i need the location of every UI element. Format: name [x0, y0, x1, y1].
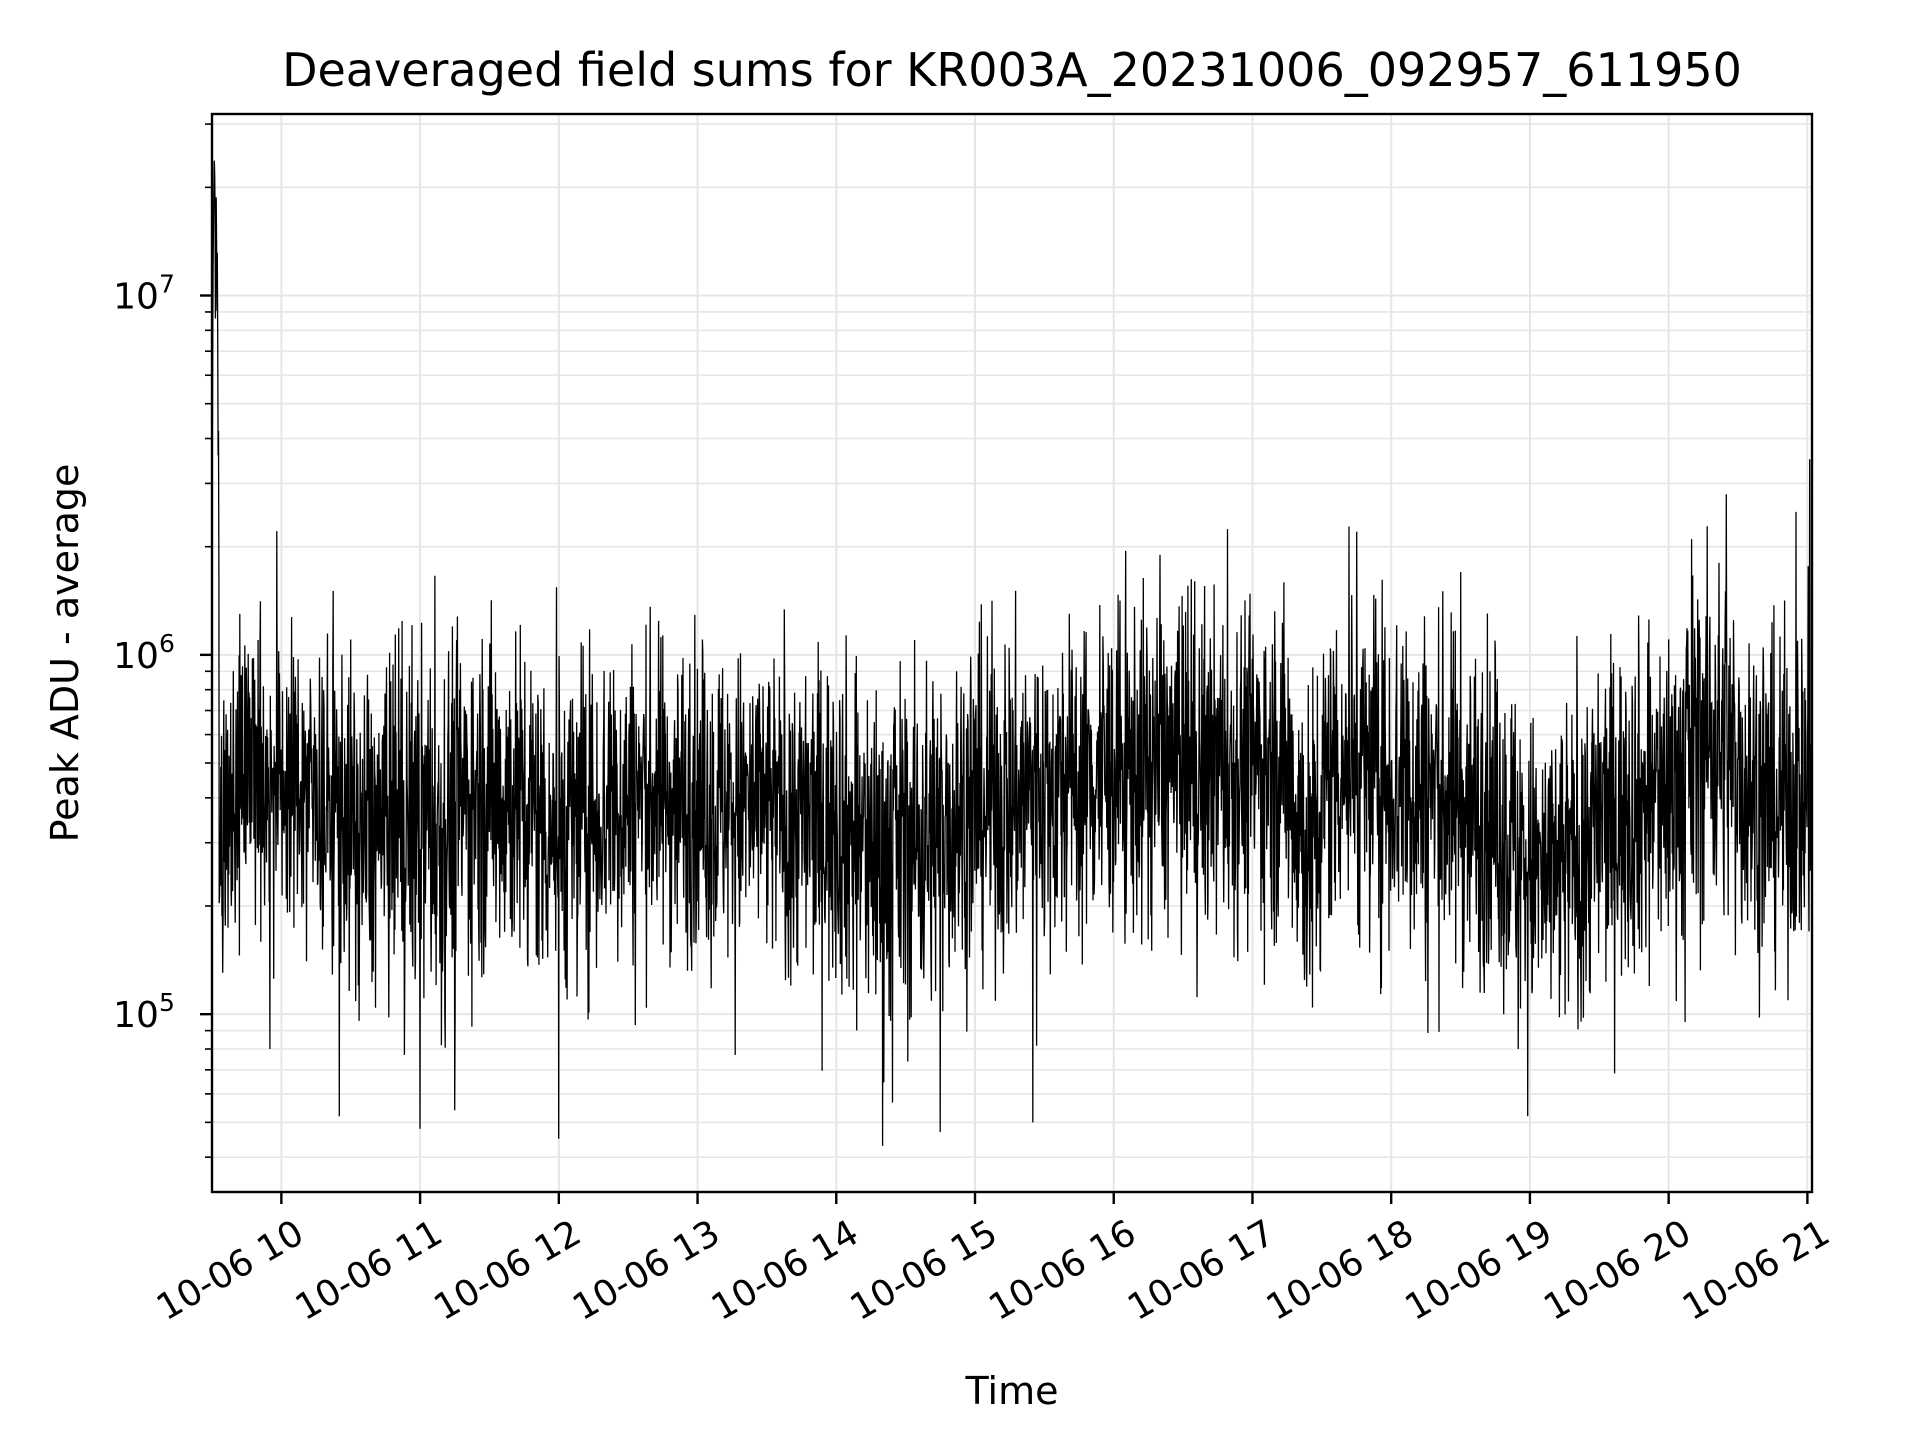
- y-tick-label: 107: [113, 270, 175, 318]
- x-tick-label: 10-06 13: [566, 1212, 727, 1328]
- x-tick-label: 10-06 14: [705, 1212, 866, 1328]
- series-layer: [211, 160, 1813, 1146]
- x-tick-label: 10-06 20: [1537, 1212, 1698, 1328]
- y-tick-base: 10: [113, 277, 159, 318]
- x-tick-label: 10-06 12: [427, 1212, 588, 1328]
- x-tick-label: 10-06 10: [150, 1212, 311, 1328]
- x-tick-label: 10-06 21: [1676, 1212, 1837, 1328]
- y-tick-base: 10: [113, 995, 159, 1036]
- y-tick-label: 106: [113, 629, 175, 677]
- y-tick-exponent: 7: [159, 270, 175, 299]
- y-tick-exponent: 6: [159, 629, 175, 658]
- x-tick-label: 10-06 16: [982, 1212, 1143, 1328]
- y-tick-label: 105: [113, 988, 175, 1036]
- y-tick-base: 10: [113, 636, 159, 677]
- x-tick-label: 10-06 15: [844, 1212, 1005, 1328]
- x-tick-label: 10-06 11: [289, 1212, 450, 1328]
- x-tick-label: 10-06 17: [1121, 1212, 1282, 1328]
- x-tick-label: 10-06 19: [1399, 1212, 1560, 1328]
- x-axis-label: Time: [965, 1369, 1059, 1413]
- y-axis-label: Peak ADU - average: [43, 464, 87, 843]
- plot-frame: [210, 112, 1814, 1194]
- series-line: [211, 160, 1813, 1146]
- chart-title: Deaveraged field sums for KR003A_2023100…: [282, 43, 1742, 97]
- x-tick-label: 10-06 18: [1260, 1212, 1421, 1328]
- y-tick-exponent: 5: [159, 988, 175, 1017]
